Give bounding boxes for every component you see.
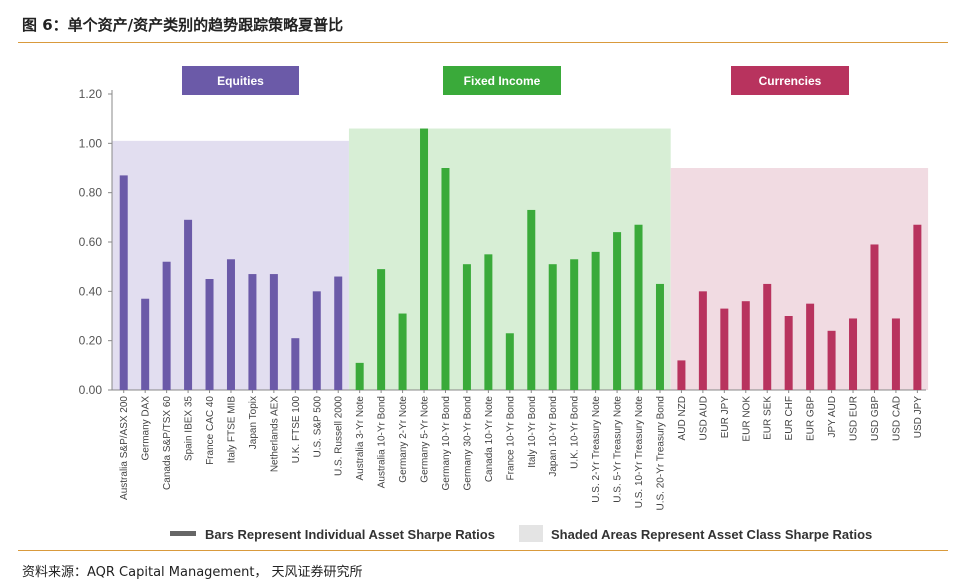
bar (119, 175, 128, 390)
legend-bar-swatch (170, 531, 196, 536)
bar (741, 301, 750, 390)
category-label: Australia S&P/ASX 200 (119, 396, 130, 500)
group-header-box (443, 66, 561, 95)
category-label: USD AUD (698, 396, 709, 440)
bar (806, 303, 815, 390)
bar (870, 244, 879, 390)
category-label: Japan Topix (248, 396, 259, 449)
group-header-box (182, 66, 299, 95)
category-label: U.S. 20-Yr Treasury Bond (655, 396, 666, 511)
bar (548, 264, 557, 390)
asset-class-shaded-area (670, 168, 929, 390)
bar (784, 316, 793, 390)
bar (420, 128, 429, 391)
bar (484, 254, 493, 390)
legend-shaded-label: Shaded Areas Represent Asset Class Sharp… (551, 527, 872, 542)
source-note: 资料来源：AQR Capital Management， 天风证券研究所 (22, 565, 363, 580)
bar (849, 318, 858, 390)
y-tick-label: 1.20 (79, 87, 103, 101)
bar (655, 283, 664, 390)
bar (570, 259, 579, 390)
category-label: Germany 2-Yr Note (398, 396, 409, 483)
bar (891, 318, 900, 390)
bar (141, 298, 150, 390)
group-header-box (731, 66, 849, 95)
source-rule (18, 550, 948, 551)
category-label: U.K. FTSE 100 (291, 396, 302, 464)
category-label: Germany 30-Yr Bond (462, 396, 473, 491)
bar (527, 209, 536, 390)
bar (184, 219, 193, 390)
category-label: U.S. S&P 500 (312, 396, 323, 458)
category-label: Germany 10-Yr Bond (441, 396, 452, 491)
y-tick-label: 1.00 (79, 136, 103, 150)
bar (312, 291, 321, 390)
category-label: U.S. 2-Yr Treasury Note (591, 396, 602, 503)
category-label: Canada 10-Yr Note (484, 396, 495, 483)
bar (763, 283, 772, 390)
bar (248, 274, 257, 390)
category-label: EUR CHF (784, 396, 795, 440)
bar (698, 291, 707, 390)
legend-bar-label: Bars Represent Individual Asset Sharpe R… (205, 527, 495, 542)
title-rule (18, 42, 948, 43)
legend-shaded-swatch (519, 525, 543, 542)
category-label: U.S. 10-Yr Treasury Note (634, 396, 645, 509)
category-label: Australia 3-Yr Note (355, 396, 366, 481)
category-label: USD CAD (891, 396, 902, 441)
group-header-label: Currencies (759, 74, 822, 88)
group-header-label: Fixed Income (464, 74, 541, 88)
bar (205, 279, 214, 390)
y-tick-label: 0.20 (79, 334, 103, 348)
bar (398, 313, 407, 390)
bar (355, 362, 364, 390)
category-label: USD JPY (913, 396, 924, 439)
bar (441, 168, 450, 390)
bar (377, 269, 386, 390)
category-label: AUD NZD (677, 396, 688, 440)
bar (720, 308, 729, 390)
category-label: France CAC 40 (205, 396, 216, 465)
bar (505, 333, 514, 390)
bar (162, 261, 171, 390)
category-label: Italy FTSE MIB (226, 396, 237, 464)
category-label: Canada S&P/TSX 60 (162, 396, 173, 490)
category-label: Italy 10-Yr Bond (527, 396, 538, 468)
category-label: USD EUR (849, 396, 860, 441)
bar (827, 330, 836, 390)
bar (291, 338, 300, 390)
category-label: JPY AUD (827, 396, 838, 438)
category-label: Netherlands AEX (269, 396, 280, 472)
bar (591, 251, 600, 390)
group-header-label: Equities (217, 74, 264, 88)
bar (913, 224, 922, 390)
y-tick-label: 0.80 (79, 186, 103, 200)
category-label: Germany DAX (141, 396, 152, 461)
category-label: France 10-Yr Bond (505, 396, 516, 481)
category-label: Germany 5-Yr Note (420, 396, 431, 483)
category-label: U.S. 5-Yr Treasury Note (613, 396, 624, 503)
bar (334, 276, 343, 390)
category-label: Japan 10-Yr Bond (548, 396, 559, 477)
figure-title: 图 6：单个资产/资产类别的趋势跟踪策略夏普比 (22, 16, 344, 34)
category-label: EUR JPY (720, 396, 731, 439)
bar (613, 232, 622, 390)
category-label: EUR GBP (806, 396, 817, 441)
category-label: USD GBP (870, 396, 881, 441)
bar (269, 274, 278, 390)
category-label: U.K. 10-Yr Bond (570, 396, 581, 469)
category-label: Australia 10-Yr Bond (377, 396, 388, 488)
y-tick-label: 0.60 (79, 235, 103, 249)
category-label: EUR NOK (741, 396, 752, 442)
bar (226, 259, 235, 390)
bar (634, 224, 643, 390)
bar (462, 264, 471, 390)
bar (677, 360, 686, 390)
category-label: EUR SEK (763, 396, 774, 440)
category-label: U.S. Russell 2000 (334, 396, 345, 476)
y-tick-label: 0.40 (79, 284, 103, 298)
category-label: Spain IBEX 35 (184, 396, 195, 461)
y-tick-label: 0.00 (79, 383, 103, 397)
